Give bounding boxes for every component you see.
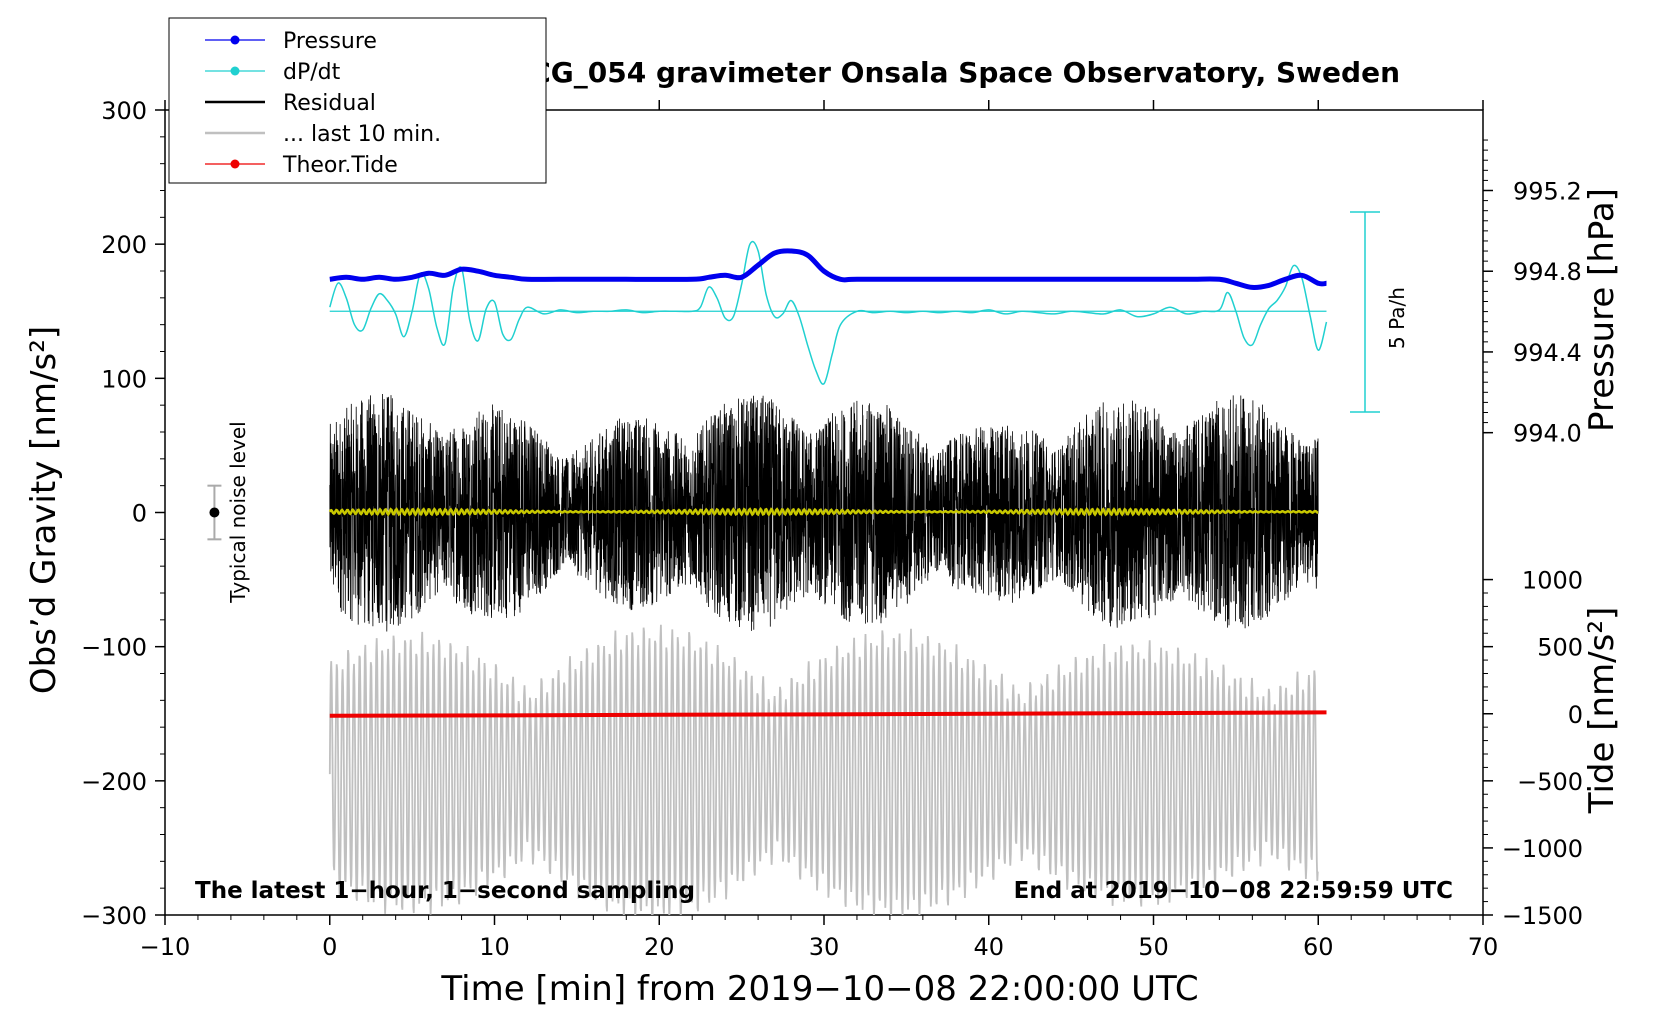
x-tick-label: −10 — [140, 933, 191, 961]
legend: Pressure dP/dt Residual ... last 10 min. The… — [168, 17, 547, 184]
pressure-line — [329, 248, 1327, 290]
last-10-min-line — [328, 624, 1319, 915]
y-tick-label-left: 300 — [101, 97, 147, 125]
legend-box — [168, 17, 547, 184]
y-axis-label-tide: Tide [nm/s²] — [1582, 607, 1622, 814]
legend-label: Residual — [283, 91, 376, 116]
y-tick-label-left: 0 — [132, 500, 147, 528]
x-tick-label: 0 — [322, 933, 337, 961]
legend-label: Pressure — [283, 29, 377, 54]
x-tick-label: 70 — [1468, 933, 1499, 961]
legend-marker — [230, 35, 240, 45]
y-axis-label-pressure: Pressure [hPa] — [1582, 188, 1622, 432]
x-tick-label: 10 — [479, 933, 510, 961]
legend-label: ... last 10 min. — [283, 122, 441, 147]
pressure-tick-label: 994.8 — [1513, 258, 1582, 286]
legend-marker — [230, 159, 240, 169]
x-tick-label: 30 — [809, 933, 840, 961]
x-tick-label: 40 — [973, 933, 1004, 961]
pressure-series — [329, 248, 1327, 290]
tide-tick-label: −1500 — [1502, 902, 1583, 930]
x-axis-label: Time [min] from 2019−10−08 22:00:00 UTC — [440, 969, 1198, 1009]
theoretical-tide-series — [329, 710, 1327, 718]
pressure-tick-label: 994.4 — [1513, 339, 1582, 367]
x-tick-label: 60 — [1303, 933, 1334, 961]
chart-title: SCG_054 gravimeter Onsala Space Observat… — [510, 56, 1400, 89]
residual-mean-line — [328, 506, 1319, 517]
legend-entries: Pressure dP/dt Residual ... last 10 min. The… — [205, 29, 441, 178]
pressure-tick-label: 994.0 — [1513, 420, 1582, 448]
noise-level-label: Typical noise level — [226, 421, 250, 603]
residual-mean-series — [328, 506, 1319, 517]
tide-tick-label: −500 — [1517, 768, 1583, 796]
annotation-bottom-left: The latest 1−hour, 1−second sampling — [195, 878, 695, 904]
tide-tick-label: 1000 — [1522, 567, 1583, 595]
y-tick-label-left: −200 — [81, 768, 147, 796]
noise-level-bar — [207, 484, 222, 541]
tide-tick-label: 500 — [1537, 634, 1583, 662]
legend-label: dP/dt — [283, 60, 341, 85]
dpdt-line — [329, 240, 1328, 385]
legend-label: Theor.Tide — [282, 153, 398, 178]
tick-labels: −10 0 10 20 30 40 50 60 703002001000−100−200−300… — [81, 97, 1583, 961]
y-tick-label-left: −100 — [81, 634, 147, 662]
residual-series — [329, 393, 1319, 632]
annotation-bottom-right: End at 2019−10−08 22:59:59 UTC — [1014, 878, 1453, 904]
tide-tick-label: −1000 — [1502, 835, 1583, 863]
legend-marker — [230, 66, 240, 76]
pressure-scale-bar — [1350, 211, 1380, 413]
y-tick-label-left: 100 — [101, 365, 147, 393]
x-tick-label: 50 — [1138, 933, 1169, 961]
dpdt-series — [329, 240, 1328, 385]
pressure-scale-label: 5 Pa/h — [1385, 287, 1409, 349]
noise-bar-dot — [209, 507, 220, 518]
tide-line — [329, 710, 1327, 718]
x-tick-label: 20 — [644, 933, 675, 961]
last-10-min-series — [328, 624, 1319, 915]
residual-line — [329, 393, 1319, 632]
tide-tick-label: 0 — [1568, 701, 1583, 729]
pressure-tick-label: 995.2 — [1513, 178, 1582, 206]
y-tick-label-left: 200 — [101, 231, 147, 259]
y-tick-label-left: −300 — [81, 902, 147, 930]
y-axis-label-left: Obs’d Gravity [nm/s²] — [24, 326, 64, 694]
